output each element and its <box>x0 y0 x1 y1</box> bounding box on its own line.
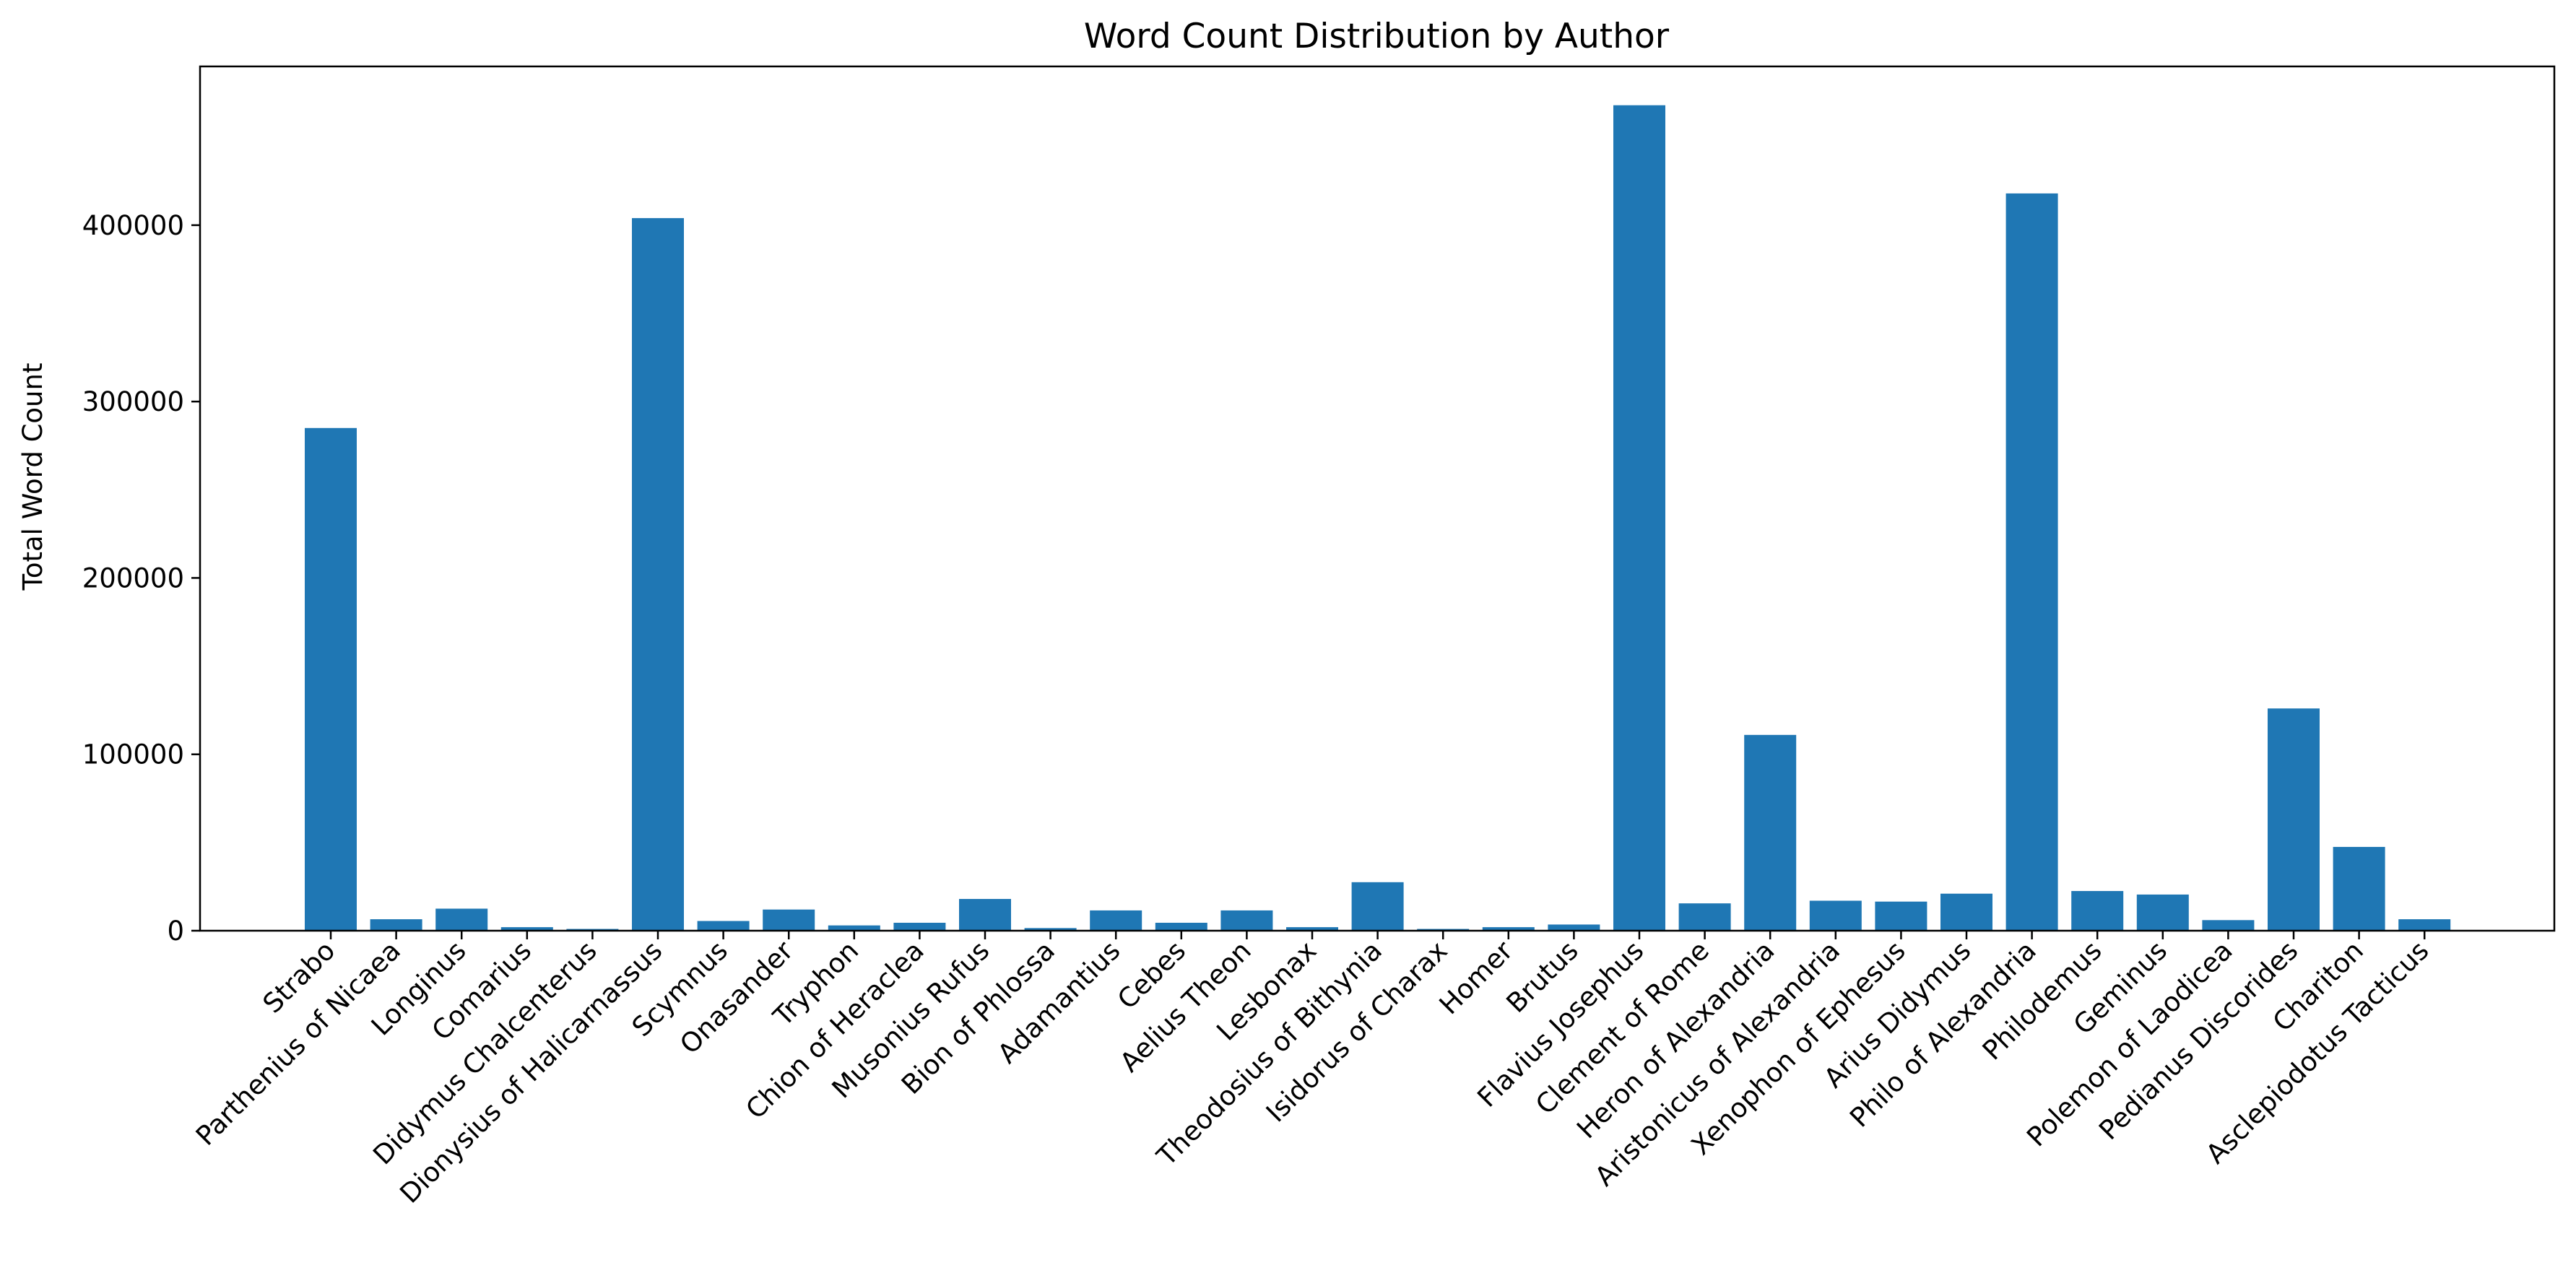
bar-philodemus <box>2071 891 2124 931</box>
bar-chariton <box>2333 846 2385 931</box>
bar-strabo <box>305 427 357 931</box>
y-tick-label: 0 <box>167 916 184 947</box>
bar-flavius-josephus <box>1613 105 1665 931</box>
bar-tryphon <box>828 925 880 931</box>
bar-adamantius <box>1090 910 1142 931</box>
bar-homer <box>1482 927 1535 931</box>
bar-heron-of-alexandria <box>1744 734 1797 931</box>
bar-geminus <box>2136 894 2189 931</box>
chart-title: Word Count Distribution by Author <box>1084 17 1670 56</box>
bar-longinus <box>435 908 488 931</box>
bar-pedianus-discorides <box>2268 708 2320 931</box>
bar-onasander <box>763 909 815 931</box>
y-axis-ticks: 0 100000 200000 300000 400000 <box>82 210 200 947</box>
bar-philo-of-alexandria <box>2005 193 2058 931</box>
bar-lesbonax <box>1286 927 1338 931</box>
bars-group <box>305 105 2451 931</box>
bar-cebes <box>1155 923 1207 931</box>
bar-aristonicus-of-alexandria <box>1809 900 1862 931</box>
bar-clement-of-rome <box>1678 903 1731 931</box>
bar-scymnus <box>697 921 750 931</box>
y-tick-label: 400000 <box>82 210 184 241</box>
bar-xenophon-of-ephesus <box>1875 901 1927 931</box>
bar-bion-of-phlossa <box>1024 928 1077 931</box>
bar-polemon-of-laodicea <box>2202 920 2255 931</box>
x-tick-label: Homer <box>1434 934 1519 1020</box>
bar-chion-of-heraclea <box>893 923 946 931</box>
bar-aelius-theon <box>1220 910 1273 931</box>
bar-theodosius-of-bithynia <box>1351 882 1404 931</box>
bar-brutus <box>1548 924 1600 931</box>
bar-comarius <box>500 927 553 931</box>
plot-frame <box>199 65 2556 932</box>
bar-arius-didymus <box>1940 893 1992 931</box>
bar-dionysius-of-halicarnassus <box>632 218 684 931</box>
y-tick-label: 200000 <box>82 562 184 594</box>
y-tick-label: 100000 <box>82 739 184 770</box>
bar-parthenius-of-nicaea <box>370 919 422 931</box>
y-tick-label: 300000 <box>82 386 184 417</box>
y-axis-label: Total Word Count <box>17 363 48 591</box>
bar-asclepiodotus-tacticus <box>2398 919 2451 931</box>
bar-musonius-rufus <box>959 899 1011 931</box>
